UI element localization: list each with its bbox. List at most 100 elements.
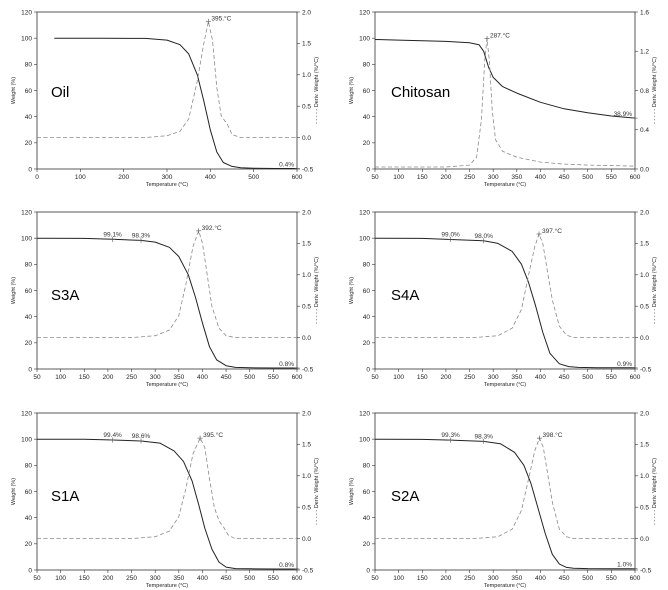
y2-tick-label: 0.0 [640, 335, 649, 342]
weight-line [374, 39, 636, 119]
x-axis-title: Temperature (°C) [146, 382, 188, 388]
derivative-weight-line [37, 21, 297, 138]
y-tick-label: 120 [21, 9, 32, 16]
x-tick-label: 150 [417, 174, 428, 181]
x-tick-label: 400 [205, 174, 216, 181]
y2-tick-label: -0.5 [302, 366, 314, 373]
y-axis-title: Weight (%) [349, 77, 355, 104]
y2-tick-label: -0.5 [640, 366, 652, 373]
y-tick-label: 100 [21, 436, 32, 443]
x-tick-label: 200 [102, 575, 113, 582]
x-tick-label: 600 [630, 174, 641, 181]
x-tick-label: 50 [371, 374, 379, 381]
y2-tick-label: 2.0 [640, 209, 649, 216]
data-annotation: 0.8% [279, 562, 294, 569]
x-tick-label: 100 [55, 374, 66, 381]
panel-sample-label: S3A [51, 287, 79, 304]
y-tick-label: 80 [25, 62, 33, 69]
x-tick-label: 600 [292, 174, 303, 181]
y-tick-label: 0 [28, 567, 32, 574]
x-tick-label: 200 [102, 374, 113, 381]
y2-axis-title: - - - - - Deriv. Weight (%/°C) [314, 257, 320, 324]
x-tick-label: 500 [582, 174, 593, 181]
y-tick-label: 80 [25, 262, 33, 269]
x-tick-label: 300 [488, 374, 499, 381]
y2-tick-label: 0.0 [302, 536, 311, 543]
y2-tick-label: 1.0 [640, 473, 649, 480]
data-annotation: 99.1% [103, 231, 122, 238]
chart-panel-6: 50 100 150 200 250 300 350 400 450 500 550 600 0 20 40… [349, 410, 658, 589]
x-tick-label: 150 [79, 575, 90, 582]
y2-tick-label: 1.6 [640, 9, 649, 16]
x-axis-title: Temperature (°C) [484, 382, 526, 388]
data-annotation: 397.°C [542, 227, 562, 235]
data-annotation: 0.9% [617, 361, 632, 368]
y2-tick-label: 0.8 [640, 88, 649, 95]
x-tick-label: 600 [630, 374, 641, 381]
y2-tick-label: 1.0 [302, 72, 311, 79]
x-tick-label: 100 [393, 374, 404, 381]
x-tick-label: 400 [197, 575, 208, 582]
y-axis-title: Weight (%) [349, 277, 355, 304]
y-tick-label: 120 [359, 9, 370, 16]
y2-tick-label: 2.0 [640, 410, 649, 417]
data-annotation: 99.0% [441, 231, 460, 238]
y-tick-label: 0 [366, 366, 370, 373]
y-tick-label: 0 [28, 366, 32, 373]
x-tick-label: 300 [488, 575, 499, 582]
y2-axis-title: - - - - - Deriv. Weight (%/°C) [652, 257, 658, 324]
y-tick-label: 100 [21, 235, 32, 242]
data-annotation: 38.9% [614, 111, 633, 118]
data-annotation: 395.°C [203, 431, 223, 439]
data-annotation: 99.3% [441, 432, 460, 439]
chart-panel-2: 50 100 150 200 250 300 350 400 450 500 550 600 0 20 40… [349, 9, 658, 188]
x-tick-label: 150 [417, 374, 428, 381]
y-tick-label: 60 [25, 88, 33, 95]
x-tick-label: 200 [440, 174, 451, 181]
y2-tick-label: 0.5 [640, 304, 649, 311]
x-tick-label: 50 [371, 575, 379, 582]
y2-axis-title: - - - - - Deriv. Weight (%/°C) [314, 458, 320, 525]
x-axis-title: Temperature (°C) [146, 583, 188, 589]
x-tick-label: 500 [582, 374, 593, 381]
x-tick-label: 0 [35, 174, 39, 181]
y2-tick-label: 1.0 [640, 272, 649, 279]
x-tick-label: 300 [150, 575, 161, 582]
y-tick-label: 20 [363, 340, 371, 347]
x-tick-label: 300 [488, 174, 499, 181]
x-tick-label: 550 [268, 374, 279, 381]
y-axis-title: Weight (%) [11, 77, 17, 104]
y2-tick-label: -0.5 [640, 567, 652, 574]
x-tick-label: 550 [268, 575, 279, 582]
x-tick-label: 50 [33, 374, 41, 381]
panel-sample-label: S4A [391, 287, 419, 304]
x-tick-label: 500 [248, 174, 259, 181]
y2-tick-label: 2.0 [302, 209, 311, 216]
y2-axis-title: - - - - - Deriv. Weight (%/°C) [314, 57, 320, 124]
weight-line [36, 438, 297, 570]
y-axis-title: Weight (%) [11, 277, 17, 304]
weight-line [374, 237, 635, 369]
x-tick-label: 350 [511, 575, 522, 582]
chart-panel-4: 50 100 150 200 250 300 350 400 450 500 550 600 0 20 40… [349, 209, 658, 388]
x-tick-label: 600 [292, 575, 303, 582]
x-axis-title: Temperature (°C) [146, 182, 188, 188]
y-tick-label: 80 [363, 262, 371, 269]
y-tick-label: 60 [363, 88, 371, 95]
chart-panel-3: 50 100 150 200 250 300 350 400 450 500 550 600 0 20 40… [11, 209, 320, 388]
derivative-weight-line [375, 38, 636, 168]
derivative-weight-line [375, 437, 635, 539]
x-tick-label: 250 [126, 374, 137, 381]
x-tick-label: 500 [244, 575, 255, 582]
y-tick-label: 40 [363, 515, 371, 522]
y-tick-label: 120 [359, 410, 370, 417]
y-tick-label: 100 [359, 35, 370, 42]
x-tick-label: 600 [630, 575, 641, 582]
x-tick-label: 400 [535, 374, 546, 381]
data-annotation: 392.°C [202, 224, 222, 232]
y2-tick-label: 1.5 [302, 241, 311, 248]
x-axis-title: Temperature (°C) [484, 182, 526, 188]
y-tick-label: 60 [25, 489, 33, 496]
y-tick-label: 80 [25, 463, 33, 470]
